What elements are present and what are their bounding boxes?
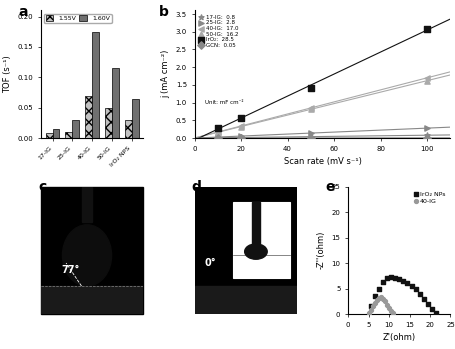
IrO₂ NPs bbox=[395, 277, 403, 282]
40-IG bbox=[389, 310, 397, 316]
Point bbox=[307, 134, 314, 139]
Point bbox=[214, 134, 222, 140]
IrO₂ NPs bbox=[408, 283, 415, 289]
IrO₂ NPs bbox=[424, 301, 431, 307]
X-axis label: Z'(ohm): Z'(ohm) bbox=[383, 333, 416, 342]
Text: a: a bbox=[18, 5, 28, 19]
Bar bbox=[41, 286, 143, 314]
IrO₂ NPs bbox=[420, 296, 428, 302]
IrO₂ NPs bbox=[404, 281, 411, 286]
Point bbox=[238, 115, 245, 121]
Point bbox=[214, 135, 222, 141]
IrO₂ NPs bbox=[371, 294, 379, 299]
Bar bbox=[85, 96, 92, 138]
Bar bbox=[52, 129, 60, 138]
Text: d: d bbox=[192, 180, 201, 194]
40-IG bbox=[375, 295, 382, 300]
IrO₂ NPs bbox=[412, 286, 420, 291]
IrO₂ NPs bbox=[379, 280, 387, 285]
Bar bbox=[252, 202, 260, 252]
Point bbox=[238, 124, 245, 129]
Point bbox=[214, 129, 222, 135]
Circle shape bbox=[62, 225, 111, 286]
Point bbox=[307, 135, 314, 141]
40-IG bbox=[371, 300, 379, 306]
Bar bbox=[82, 186, 92, 222]
Text: 0°: 0° bbox=[205, 258, 217, 268]
IrO₂ NPs bbox=[416, 291, 423, 297]
Point bbox=[307, 85, 314, 90]
IrO₂ NPs bbox=[432, 310, 440, 315]
Y-axis label: -Z''(ohm): -Z''(ohm) bbox=[317, 231, 326, 269]
IrO₂ NPs bbox=[428, 306, 435, 312]
Bar bbox=[46, 133, 52, 138]
Text: c: c bbox=[38, 180, 46, 194]
40-IG bbox=[365, 310, 372, 315]
40-IG bbox=[379, 296, 387, 302]
Legend: IrO₂ NPs, 40-IG: IrO₂ NPs, 40-IG bbox=[412, 190, 447, 206]
Point bbox=[238, 135, 245, 141]
Bar bbox=[72, 120, 79, 138]
IrO₂ NPs bbox=[399, 278, 407, 284]
Point bbox=[424, 75, 431, 81]
Point bbox=[307, 105, 314, 111]
Point bbox=[238, 133, 245, 139]
40-IG bbox=[373, 297, 380, 303]
Bar bbox=[112, 68, 119, 138]
40-IG bbox=[383, 302, 390, 308]
Bar bbox=[92, 32, 99, 138]
40-IG bbox=[369, 304, 376, 309]
Bar bbox=[195, 286, 297, 314]
Point bbox=[424, 26, 431, 32]
40-IG bbox=[377, 295, 384, 300]
IrO₂ NPs bbox=[387, 275, 394, 280]
Legend: 1.55V, 1.60V: 1.55V, 1.60V bbox=[44, 14, 111, 23]
Point bbox=[214, 129, 222, 135]
Point bbox=[307, 106, 314, 112]
Point bbox=[238, 123, 245, 129]
IrO₂ NPs bbox=[383, 276, 390, 281]
IrO₂ NPs bbox=[375, 286, 382, 291]
Point bbox=[307, 130, 314, 136]
Point bbox=[424, 78, 431, 83]
40-IG bbox=[387, 308, 394, 314]
IrO₂ NPs bbox=[367, 304, 374, 309]
Bar bbox=[132, 98, 139, 138]
Point bbox=[214, 125, 222, 131]
Ellipse shape bbox=[245, 244, 267, 259]
Y-axis label: j (mA cm⁻²): j (mA cm⁻²) bbox=[161, 50, 170, 98]
IrO₂ NPs bbox=[391, 276, 399, 281]
Bar bbox=[66, 132, 72, 138]
Bar bbox=[233, 202, 290, 279]
Point bbox=[214, 135, 222, 141]
Legend: 17-IG:  0.8, 25-IG:  2.8, 40-IG:  17.0, 50-IG:  16.2, IrO₂:  28.5, GCN:  0.05: 17-IG: 0.8, 25-IG: 2.8, 40-IG: 17.0, 50-… bbox=[197, 13, 240, 49]
Text: e: e bbox=[326, 180, 335, 194]
X-axis label: Scan rate (mV s⁻¹): Scan rate (mV s⁻¹) bbox=[283, 157, 361, 166]
Point bbox=[238, 135, 245, 140]
40-IG bbox=[385, 305, 393, 311]
Text: 77°: 77° bbox=[61, 265, 80, 275]
Bar bbox=[125, 120, 132, 138]
40-IG bbox=[381, 298, 389, 304]
Bar bbox=[105, 108, 112, 138]
Text: Unit: mF cm⁻²: Unit: mF cm⁻² bbox=[205, 100, 243, 105]
40-IG bbox=[367, 307, 374, 313]
Point bbox=[424, 135, 431, 141]
Text: b: b bbox=[159, 5, 168, 19]
Point bbox=[424, 132, 431, 138]
Point bbox=[424, 125, 431, 131]
Y-axis label: TOF (s⁻¹): TOF (s⁻¹) bbox=[3, 55, 12, 93]
